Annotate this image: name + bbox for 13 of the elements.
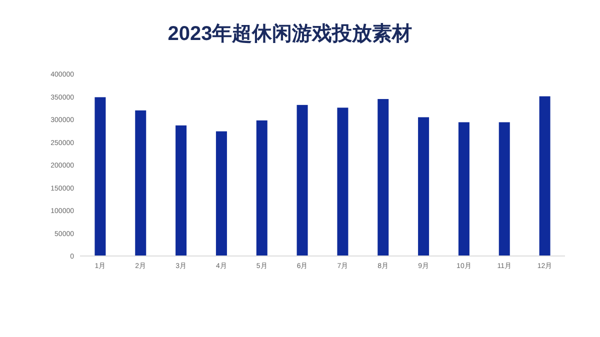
bar [296, 104, 308, 256]
bar [176, 125, 187, 256]
bar [216, 131, 227, 256]
bar [539, 96, 550, 256]
bar [337, 108, 348, 256]
bar [256, 120, 268, 256]
bar [418, 117, 430, 256]
bar [378, 99, 389, 256]
chart-title: 2023年超休闲游戏投放素材 [168, 22, 412, 45]
bar [498, 122, 510, 256]
bar [135, 110, 146, 256]
bar [458, 122, 470, 256]
bar [94, 97, 106, 256]
